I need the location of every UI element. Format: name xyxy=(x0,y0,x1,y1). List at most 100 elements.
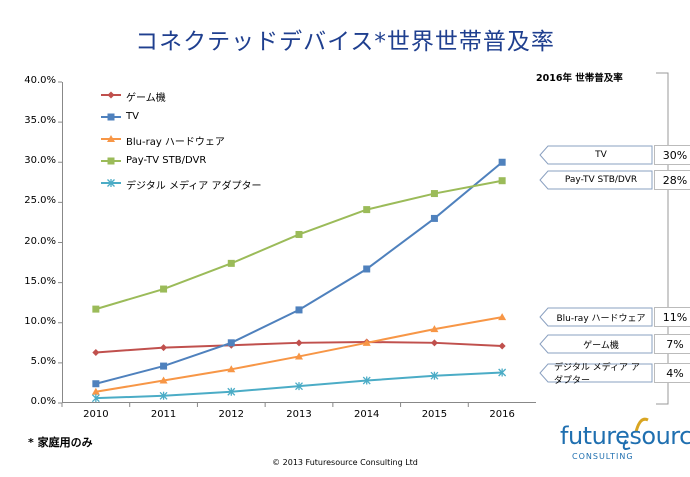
logo-swirl-arc xyxy=(622,439,631,450)
data-point xyxy=(107,113,115,121)
data-point xyxy=(295,339,303,347)
y-tick-label: 40.0% xyxy=(24,75,56,86)
x-tick-label: 2016 xyxy=(489,409,515,420)
data-point xyxy=(92,305,100,313)
futuresource-logo: futuresource CONSULTING xyxy=(560,418,690,468)
side-panel-item: ゲーム機 7% xyxy=(546,334,690,354)
data-point xyxy=(107,91,115,99)
side-panel-item: Blu-ray ハードウェア 11% xyxy=(546,307,690,327)
data-point xyxy=(430,190,438,198)
chart-title: コネクテッドデバイス*世界世帯普及率 xyxy=(135,29,555,55)
data-point xyxy=(160,285,168,293)
data-point xyxy=(363,265,371,273)
logo-word: futuresource xyxy=(560,422,690,450)
data-point xyxy=(295,230,303,238)
data-point xyxy=(227,259,235,267)
data-point xyxy=(362,338,371,346)
legend-swatch xyxy=(101,135,121,142)
side-panel-value: 30% xyxy=(654,145,690,165)
data-point xyxy=(107,179,115,187)
side-bracket xyxy=(656,72,669,405)
legend-swatch xyxy=(101,91,121,99)
side-panel-item: TV 30% xyxy=(546,145,690,165)
side-panel-label: ゲーム機 xyxy=(583,340,619,351)
data-point xyxy=(362,376,371,385)
data-point xyxy=(363,206,371,214)
y-tick-label: 20.0% xyxy=(24,235,56,247)
data-point xyxy=(295,352,303,360)
legend-label: デジタル メディア アダプター xyxy=(126,181,262,192)
data-point xyxy=(430,325,439,333)
data-point xyxy=(430,371,439,380)
data-point xyxy=(107,135,115,142)
data-point xyxy=(498,342,506,350)
footnote: * 家庭用のみ xyxy=(28,436,93,449)
logo-swirl-icon xyxy=(622,417,649,450)
series-line xyxy=(95,161,503,385)
x-tick-label: 2013 xyxy=(286,409,312,420)
y-tick-label: 0.0% xyxy=(30,396,56,407)
side-panel-label: Pay-TV STB/DVR xyxy=(564,175,638,185)
data-point xyxy=(295,382,303,391)
series-triangle xyxy=(91,313,507,395)
side-panel-label: デジタル メディア アダプター xyxy=(554,363,640,386)
data-point xyxy=(295,306,303,314)
data-point xyxy=(159,391,168,400)
data-point xyxy=(227,339,235,347)
y-tick-label: 35.0% xyxy=(24,115,56,127)
callout-arrow xyxy=(539,170,653,190)
data-point xyxy=(227,387,236,396)
data-point xyxy=(91,394,100,403)
callout-shape xyxy=(539,145,653,165)
side-panel-item: Pay-TV STB/DVR 28% xyxy=(546,170,690,190)
side-panel-title: 2016年 世帯普及率 xyxy=(536,73,623,84)
y-tick-label: 10.0% xyxy=(24,315,56,327)
x-tick-label: 2011 xyxy=(150,409,177,420)
series-square xyxy=(92,158,506,388)
data-point xyxy=(92,348,100,356)
data-point xyxy=(498,368,507,377)
data-point xyxy=(498,158,506,166)
y-tick-label: 30.0% xyxy=(24,155,56,167)
data-point xyxy=(498,313,507,321)
side-panel-value: 4% xyxy=(654,363,690,383)
data-point xyxy=(498,177,506,185)
side-panel-item: デジタル メディア アダプター 4% xyxy=(546,363,690,386)
x-tick-label: 2012 xyxy=(218,409,244,420)
x-tick-label: 2015 xyxy=(421,409,448,420)
logo-sub: CONSULTING xyxy=(572,452,634,461)
series-asterisk xyxy=(91,368,507,403)
legend-swatch xyxy=(101,157,121,165)
side-panel-label: TV xyxy=(595,150,607,160)
side-panel-label: Blu-ray ハードウェア xyxy=(556,313,646,324)
legend-label: ゲーム機 xyxy=(126,93,166,104)
callout-arrow xyxy=(539,363,653,383)
legend-label: Blu-ray ハードウェア xyxy=(126,137,225,148)
callout-arrow xyxy=(539,334,653,354)
series-line xyxy=(95,179,503,311)
data-point xyxy=(227,365,236,373)
plot-area xyxy=(62,82,536,403)
copyright: © 2013 Futuresource Consulting Ltd xyxy=(272,458,418,467)
data-point xyxy=(92,380,100,388)
callout-arrow xyxy=(539,307,653,327)
legend-label: TV xyxy=(126,111,139,122)
callout-shape xyxy=(539,307,653,327)
data-point xyxy=(430,339,438,347)
data-point xyxy=(91,387,100,395)
y-tick-label: 25.0% xyxy=(24,195,56,207)
side-panel-value: 11% xyxy=(654,307,690,327)
y-tick-label: 5.0% xyxy=(30,355,56,367)
y-tick-label: 15.0% xyxy=(24,275,56,287)
data-point xyxy=(160,362,168,370)
legend-label: Pay-TV STB/DVR xyxy=(126,155,207,166)
data-point xyxy=(160,344,168,352)
logo-swirl-arc xyxy=(634,417,649,433)
series-square xyxy=(92,177,506,313)
x-tick-label: 2010 xyxy=(83,409,109,420)
callout-shape xyxy=(539,334,653,354)
side-panel-value: 7% xyxy=(654,334,690,354)
x-tick-label: 2014 xyxy=(353,409,380,420)
callout-arrow xyxy=(539,145,653,165)
